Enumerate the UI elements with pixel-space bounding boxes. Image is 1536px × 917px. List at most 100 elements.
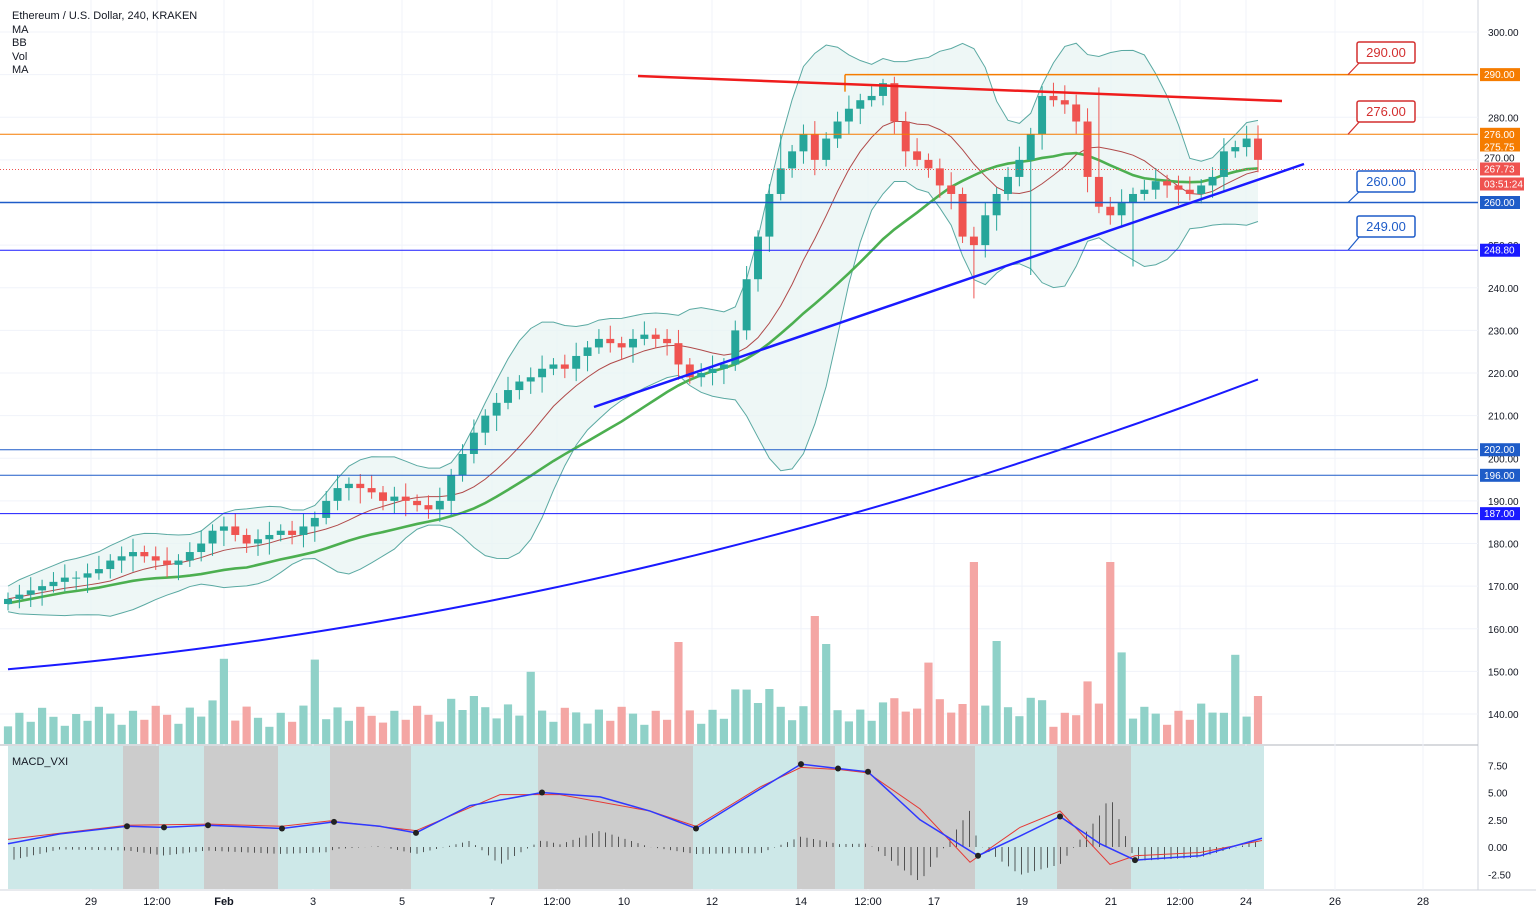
volume-bar <box>1117 652 1126 744</box>
indicator-vol[interactable]: Vol <box>12 50 28 63</box>
volume-bar <box>481 707 490 744</box>
volume-bar <box>447 698 456 744</box>
volume-bar <box>1151 713 1160 744</box>
volume-bar <box>628 713 638 744</box>
volume-bar <box>913 708 922 744</box>
candle-body <box>390 496 399 501</box>
volume-bar <box>606 720 615 744</box>
volume-bar <box>310 659 319 744</box>
candle-body <box>719 364 728 369</box>
indicator-ma[interactable]: MA <box>12 23 29 36</box>
price-badge-text: 276.00 <box>1484 130 1515 141</box>
volume-bar <box>174 723 183 744</box>
volume-bar <box>935 699 944 744</box>
macd-shade <box>864 746 975 889</box>
volume-bar <box>1174 710 1183 744</box>
volume-bar <box>901 711 910 744</box>
volume-bar <box>1060 712 1069 744</box>
candle-body <box>833 121 842 139</box>
macd-line <box>7 763 1263 861</box>
candle-body <box>844 108 853 122</box>
candle-body <box>1072 104 1081 122</box>
candle-body <box>629 338 637 348</box>
volume-bar <box>833 710 842 744</box>
volume-bar <box>1253 696 1263 744</box>
candle-body <box>969 236 978 246</box>
volume-bar <box>560 707 569 744</box>
volume-bar <box>492 718 501 744</box>
candle-body <box>60 577 69 582</box>
callout-text: 290.00 <box>1366 45 1406 60</box>
ma-long <box>7 378 1259 671</box>
candle-body <box>538 368 547 378</box>
candle-body <box>469 432 478 454</box>
candle-body <box>1049 95 1058 101</box>
volume-bar <box>594 709 603 744</box>
macd-tick-label: 0.00 <box>1488 843 1508 854</box>
macd-tick-label: 5.00 <box>1488 789 1508 800</box>
candle-body <box>242 534 251 544</box>
indicator-ma-2[interactable]: MA <box>12 64 29 76</box>
volume-bar <box>890 698 899 744</box>
callout-text: 276.00 <box>1366 104 1406 119</box>
volume-bar <box>1163 724 1172 744</box>
indicator-bb[interactable]: BB <box>12 37 27 49</box>
volume-bar <box>526 671 535 744</box>
bollinger-upper <box>7 42 1259 587</box>
price-badge-text: 260.00 <box>1484 198 1515 209</box>
volume-bar <box>1140 706 1149 744</box>
volume-bar <box>401 719 410 744</box>
macd-cross-dot <box>161 824 167 831</box>
candle-body <box>379 492 387 501</box>
volume-bar <box>1038 700 1047 744</box>
volume-bar <box>117 724 126 744</box>
candle-body <box>1129 193 1137 203</box>
volume-bar <box>981 705 990 744</box>
volume-bar <box>958 704 967 744</box>
volume-bar <box>549 721 558 744</box>
candle-body <box>1231 147 1240 152</box>
volume-bar <box>322 719 331 744</box>
volume-bar <box>697 723 706 744</box>
chart-legend: Ethereum / U.S. Dollar, 240, KRAKEN MA B… <box>12 10 197 78</box>
macd-cross-dot <box>975 852 981 859</box>
callout-text: 249.00 <box>1366 219 1406 234</box>
candle-body <box>594 338 603 348</box>
volume-bar <box>265 726 274 744</box>
candle-body <box>992 193 1001 216</box>
volume-bar <box>515 715 524 744</box>
candle-body <box>583 347 592 356</box>
candle-body <box>219 526 228 531</box>
macd-shade <box>693 746 797 889</box>
volume-bar <box>276 712 285 744</box>
volume-bar <box>26 721 35 744</box>
volume-bar <box>140 719 149 744</box>
price-tick-label: 280.00 <box>1488 113 1519 124</box>
candle-body <box>935 168 944 186</box>
candle-body <box>163 560 172 565</box>
time-tick-label: 12:00 <box>143 896 171 908</box>
volume-bar <box>367 715 376 744</box>
candle-body <box>72 577 81 579</box>
candle-body <box>174 560 183 565</box>
trend-lines <box>593 74 1305 409</box>
candle-body <box>1026 134 1035 160</box>
candle-body <box>185 552 194 561</box>
candle-body <box>765 193 774 237</box>
candle-body <box>901 121 910 152</box>
candle-body <box>674 343 683 365</box>
macd-shade <box>1057 746 1131 889</box>
volume-bar <box>776 706 785 744</box>
candle-body <box>49 581 58 587</box>
price-tick-label: 190.00 <box>1488 497 1519 508</box>
volume-bar <box>969 562 978 744</box>
price-badge-text: 202.00 <box>1484 445 1515 456</box>
volume-bar <box>424 714 433 744</box>
volume-bar <box>1083 681 1092 744</box>
macd-label[interactable]: MACD_VXI <box>12 756 69 768</box>
volume-bars <box>3 562 1263 744</box>
candle-body <box>117 556 126 561</box>
time-tick-label: 12:00 <box>1166 896 1194 908</box>
volume-bar <box>378 722 388 744</box>
